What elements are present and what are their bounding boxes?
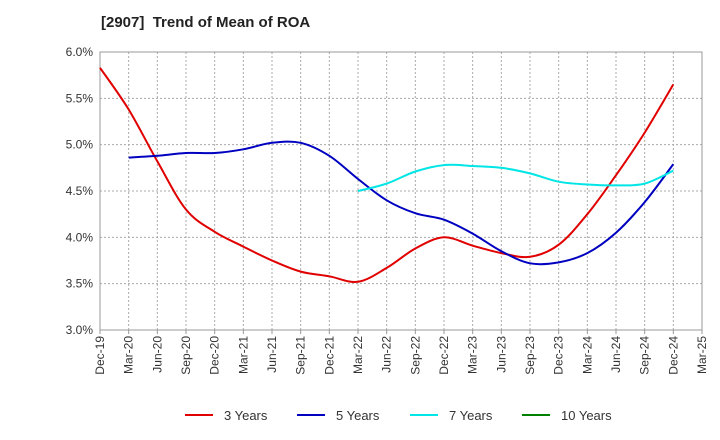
x-tick-label: Dec-21 <box>322 336 336 375</box>
x-tick-label: Dec-22 <box>437 336 451 375</box>
x-tick-label: Jun-20 <box>150 336 164 373</box>
x-tick-label: Dec-23 <box>552 336 566 375</box>
x-tick-label: Mar-20 <box>122 336 136 374</box>
x-tick-label: Dec-20 <box>208 336 222 375</box>
x-tick-label: Jun-23 <box>494 336 508 373</box>
y-tick-label: 3.0% <box>66 323 94 337</box>
y-tick-label: 5.0% <box>66 138 94 152</box>
grid-lines <box>100 52 702 330</box>
legend-label: 10 Years <box>561 408 612 423</box>
x-tick-label: Jun-24 <box>609 336 623 373</box>
x-tick-label: Dec-19 <box>93 336 107 375</box>
x-tick-label: Mar-24 <box>580 336 594 374</box>
chart-title: [2907] Trend of Mean of ROA <box>101 14 311 31</box>
series-lines <box>99 67 675 284</box>
x-tick-label: Sep-22 <box>408 336 422 375</box>
series-line-3-years <box>99 67 675 284</box>
x-tick-label: Jun-22 <box>380 336 394 373</box>
plot-area-frame <box>99 51 703 331</box>
series-line-5-years <box>128 140 675 266</box>
legend-label: 3 Years <box>224 408 268 423</box>
x-axis-ticks: Dec-19 Mar-20 Jun-20 Sep-20 Dec-20 Mar-21 Jun-… <box>93 330 709 375</box>
legend-label: 5 Years <box>336 408 380 423</box>
y-tick-label: 6.0% <box>66 45 94 59</box>
y-axis-ticks: 3.0% 3.5% 4.0% 4.5% 5.0% 5.5% 6.0% <box>66 45 94 337</box>
series-line-7-years <box>357 163 674 192</box>
x-tick-label: Sep-20 <box>179 336 193 375</box>
x-tick-label: Mar-22 <box>351 336 365 374</box>
y-tick-label: 4.5% <box>66 184 94 198</box>
y-tick-label: 3.5% <box>66 277 94 291</box>
x-tick-label: Mar-23 <box>466 336 480 374</box>
x-tick-label: Mar-25 <box>695 336 709 374</box>
x-tick-label: Sep-21 <box>294 336 308 375</box>
x-tick-label: Mar-21 <box>236 336 250 374</box>
legend: 3 Years 5 Years 7 Years 10 Years <box>185 408 612 423</box>
legend-label: 7 Years <box>449 408 493 423</box>
x-tick-label: Sep-24 <box>638 336 652 375</box>
y-tick-label: 4.0% <box>66 230 94 244</box>
x-tick-label: Jun-21 <box>265 336 279 373</box>
x-tick-label: Dec-24 <box>666 336 680 375</box>
y-tick-label: 5.5% <box>66 91 94 105</box>
x-tick-label: Sep-23 <box>523 336 537 375</box>
